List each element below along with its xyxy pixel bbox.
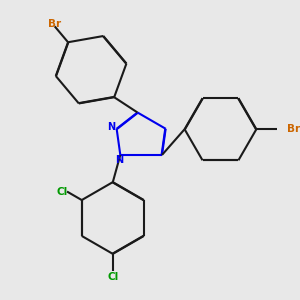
- Text: Br: Br: [286, 124, 300, 134]
- Text: Cl: Cl: [107, 272, 118, 281]
- Text: Cl: Cl: [57, 187, 68, 196]
- Text: N: N: [107, 122, 115, 132]
- Text: Br: Br: [48, 20, 61, 29]
- Text: N: N: [115, 155, 123, 165]
